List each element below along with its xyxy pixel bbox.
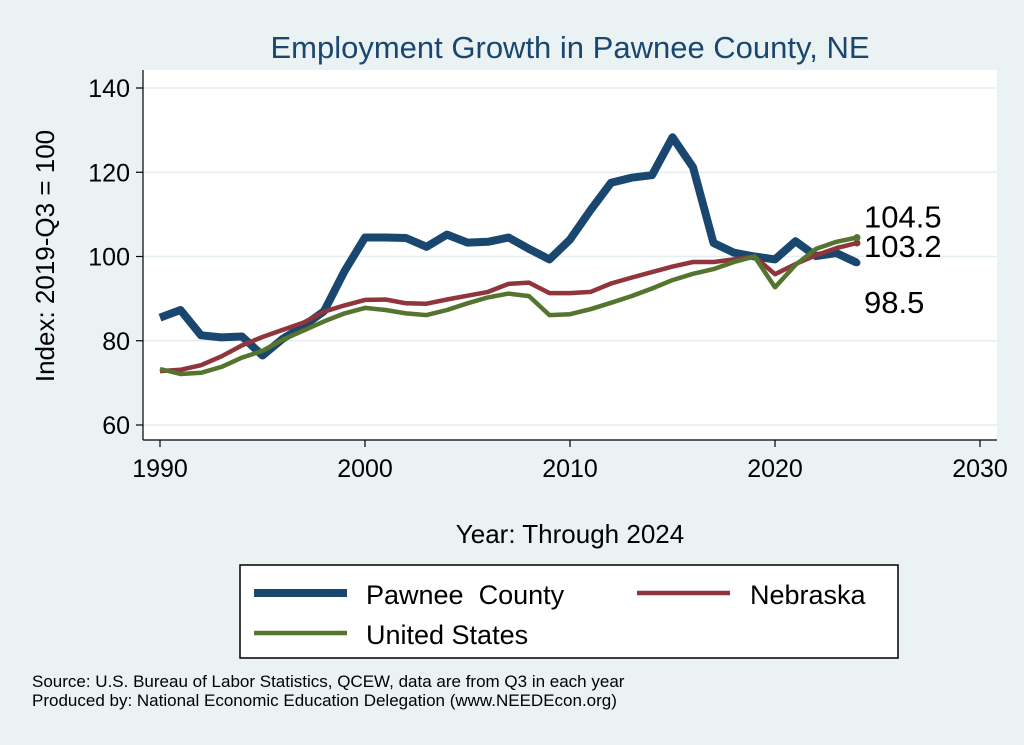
- x-tick-label-2030: 2030: [952, 455, 1008, 483]
- y-tick-label-100: 100: [88, 244, 130, 272]
- end-label-pawnee-county: 98.5: [864, 285, 924, 320]
- x-tick-label-2000: 2000: [337, 455, 393, 483]
- source-notes: Source: U.S. Bureau of Labor Statistics,…: [32, 672, 624, 710]
- source-text: Source: U.S. Bureau of Labor Statistics,…: [32, 672, 625, 691]
- series-end-marker-united-states: [853, 234, 861, 242]
- series-line-united-states: [159, 235, 858, 377]
- series-end-marker-nebraska: [853, 239, 861, 247]
- legend: Pawnee County Nebraska United States: [239, 564, 899, 659]
- x-tick-label-2010: 2010: [542, 455, 598, 483]
- series-end-marker-pawnee-county: [853, 259, 861, 267]
- x-tick-label-2020: 2020: [747, 455, 803, 483]
- chart-title: Employment Growth in Pawnee County, NE: [270, 30, 869, 65]
- legend-label-nebraska: Nebraska: [750, 580, 867, 610]
- legend-label-united-states: United States: [366, 620, 528, 650]
- produced-by-text: Produced by: National Economic Education…: [32, 691, 617, 710]
- x-axis-title: Year: Through 2024: [456, 519, 684, 549]
- legend-label-pawnee-county: Pawnee County: [366, 580, 565, 610]
- y-tick-label-140: 140: [88, 75, 130, 103]
- y-tick-label-120: 120: [88, 159, 130, 187]
- end-label-united-states: 104.5: [864, 200, 942, 235]
- employment-growth-chart: 60 80 100 120 140 1990 2000 2010 2020 2030 98.5 10…: [30, 30, 1008, 659]
- y-tick-label-60: 60: [102, 412, 130, 440]
- series-lines: [158, 133, 861, 377]
- end-label-nebraska: 103.2: [864, 229, 942, 264]
- x-tick-label-1990: 1990: [132, 455, 188, 483]
- axes: 60 80 100 120 140 1990 2000 2010 2020 2030: [88, 70, 1008, 483]
- legend-box: [239, 564, 899, 659]
- y-axis-title: Index: 2019-Q3 = 100: [30, 130, 60, 382]
- plot-area: [143, 70, 997, 440]
- y-tick-label-80: 80: [102, 328, 130, 356]
